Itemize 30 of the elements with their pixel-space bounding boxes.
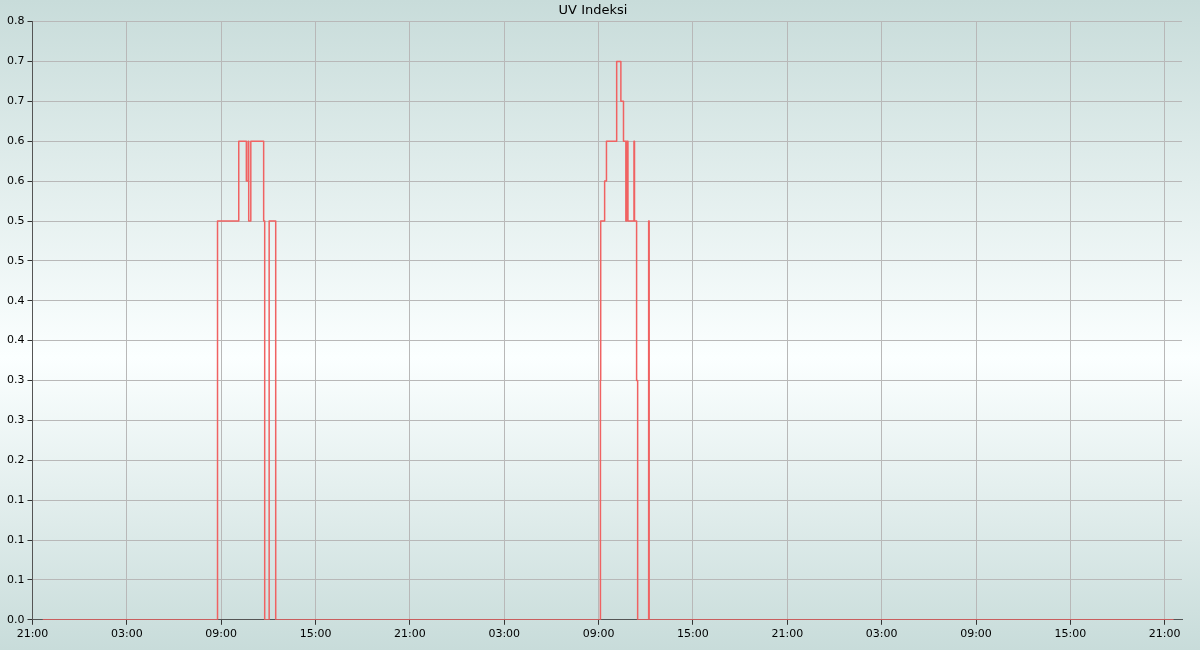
y-tick-label: 0.3 — [6, 373, 25, 387]
x-tick-label: 15:00 — [299, 627, 332, 641]
y-tick-label: 0.5 — [6, 253, 25, 267]
x-tick-label: 21:00 — [1148, 627, 1181, 641]
x-tick-label: 21:00 — [771, 627, 804, 641]
y-tick-label: 0.0 — [6, 612, 25, 626]
x-tick-label: 09:00 — [205, 627, 238, 641]
y-tick-label: 0.4 — [6, 293, 25, 307]
x-tick-label: 03:00 — [865, 627, 898, 641]
x-tick-label: 09:00 — [960, 627, 992, 641]
y-tick-label: 0.1 — [6, 572, 25, 586]
x-tick-label: 15:00 — [677, 627, 709, 641]
x-tick-label: 03:00 — [110, 627, 143, 641]
y-tick-label: 0.7 — [6, 94, 25, 108]
x-tick-label: 03:00 — [488, 627, 521, 641]
y-tick-label: 0.5 — [6, 213, 25, 227]
y-tick-label: 0.3 — [6, 413, 25, 427]
y-tick-label: 0.2 — [6, 453, 25, 467]
y-tick-label: 0.1 — [6, 532, 25, 546]
y-tick-label: 0.4 — [6, 333, 25, 347]
y-tick-label: 0.1 — [6, 493, 25, 507]
x-tick-label: 09:00 — [582, 627, 615, 641]
x-tick-label: 21:00 — [394, 627, 426, 641]
y-tick-label: 0.6 — [6, 173, 25, 187]
y-tick-label: 0.8 — [6, 14, 25, 28]
y-tick-label: 0.7 — [6, 54, 25, 68]
x-tick-label: 15:00 — [1054, 627, 1087, 641]
chart-title: UV Indeksi — [558, 2, 628, 18]
y-tick-label: 0.6 — [6, 134, 25, 148]
x-tick-label: 21:00 — [16, 627, 49, 641]
